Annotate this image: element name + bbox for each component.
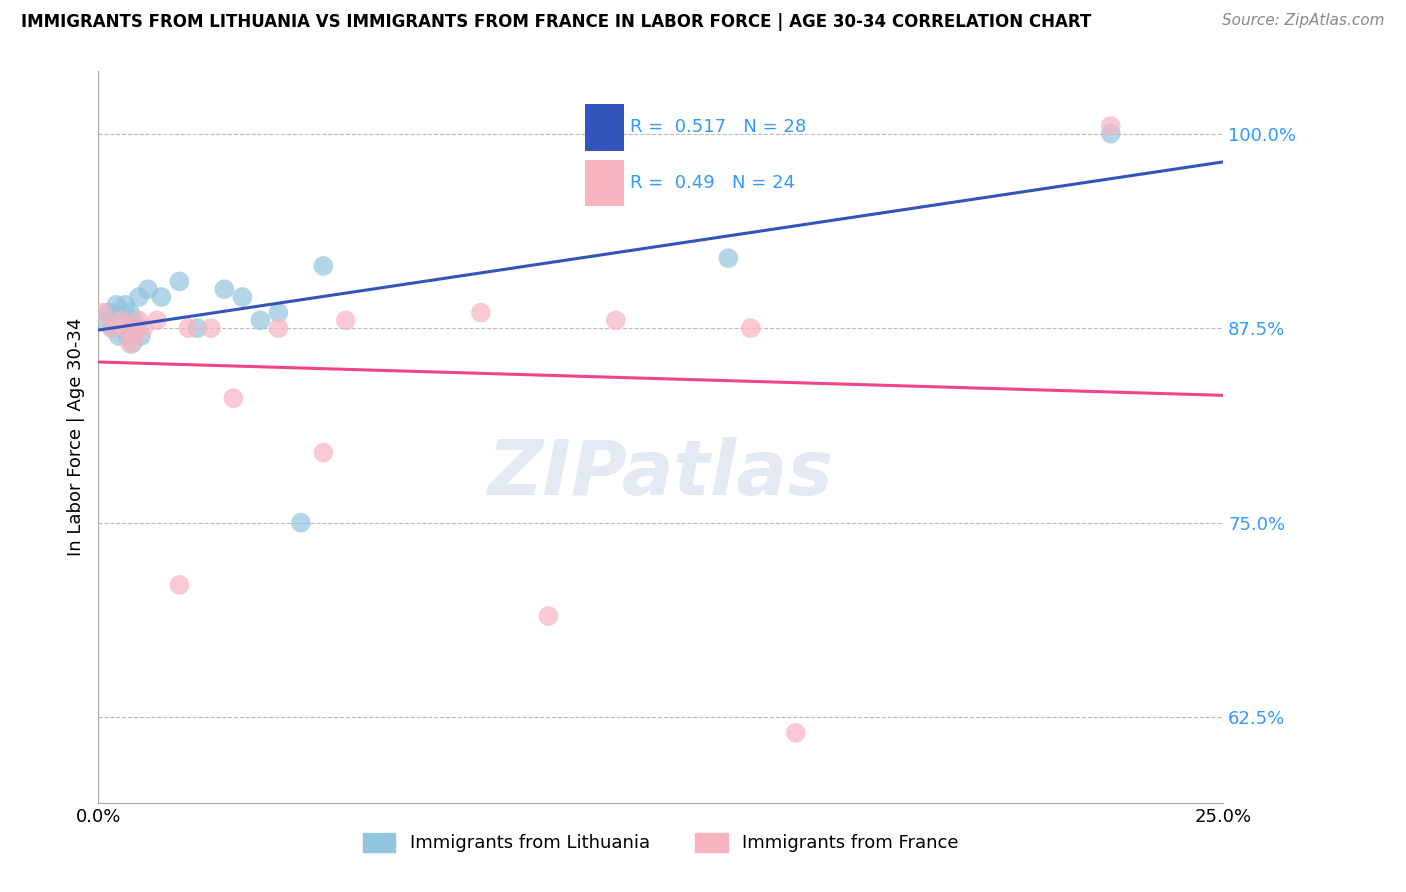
Text: IMMIGRANTS FROM LITHUANIA VS IMMIGRANTS FROM FRANCE IN LABOR FORCE | AGE 30-34 C: IMMIGRANTS FROM LITHUANIA VS IMMIGRANTS … [21, 13, 1091, 31]
Point [335, 313, 357, 327]
Point [537, 609, 560, 624]
Point [169, 275, 191, 289]
Point [1099, 127, 1122, 141]
Point [114, 298, 136, 312]
Point [177, 321, 200, 335]
Point [785, 725, 807, 739]
Point [290, 516, 312, 530]
Y-axis label: In Labor Force | Age 30-34: In Labor Force | Age 30-34 [66, 318, 84, 557]
Text: ZIPatlas: ZIPatlas [488, 437, 834, 510]
Point [121, 336, 143, 351]
Point [312, 445, 335, 459]
Point [717, 251, 740, 265]
Point [605, 313, 627, 327]
Point [107, 329, 129, 343]
Point [186, 321, 208, 335]
Point [118, 336, 141, 351]
Point [91, 313, 114, 327]
Legend: Immigrants from Lithuania, Immigrants from France: Immigrants from Lithuania, Immigrants fr… [356, 826, 966, 860]
Point [136, 282, 159, 296]
Point [1099, 119, 1122, 133]
Point [169, 578, 191, 592]
Point [214, 282, 236, 296]
Point [103, 305, 125, 319]
Text: Source: ZipAtlas.com: Source: ZipAtlas.com [1222, 13, 1385, 29]
Point [129, 329, 152, 343]
Point [110, 313, 132, 327]
Point [124, 329, 146, 343]
Point [124, 313, 146, 327]
Point [312, 259, 335, 273]
Point [132, 321, 155, 335]
Point [249, 313, 271, 327]
Point [231, 290, 253, 304]
Point [112, 321, 135, 335]
Point [128, 313, 150, 327]
Point [146, 313, 169, 327]
Point [740, 321, 762, 335]
Point [96, 305, 118, 319]
Point [117, 329, 139, 343]
Point [150, 290, 173, 304]
Point [125, 321, 148, 335]
Point [200, 321, 222, 335]
Point [470, 305, 492, 319]
Point [101, 321, 124, 335]
Point [91, 305, 114, 319]
Point [267, 321, 290, 335]
Point [222, 391, 245, 405]
Point [110, 313, 132, 327]
Point [114, 321, 136, 335]
Point [105, 298, 128, 312]
Point [101, 321, 124, 335]
Point [118, 305, 141, 319]
Point [267, 305, 290, 319]
Point [128, 290, 150, 304]
